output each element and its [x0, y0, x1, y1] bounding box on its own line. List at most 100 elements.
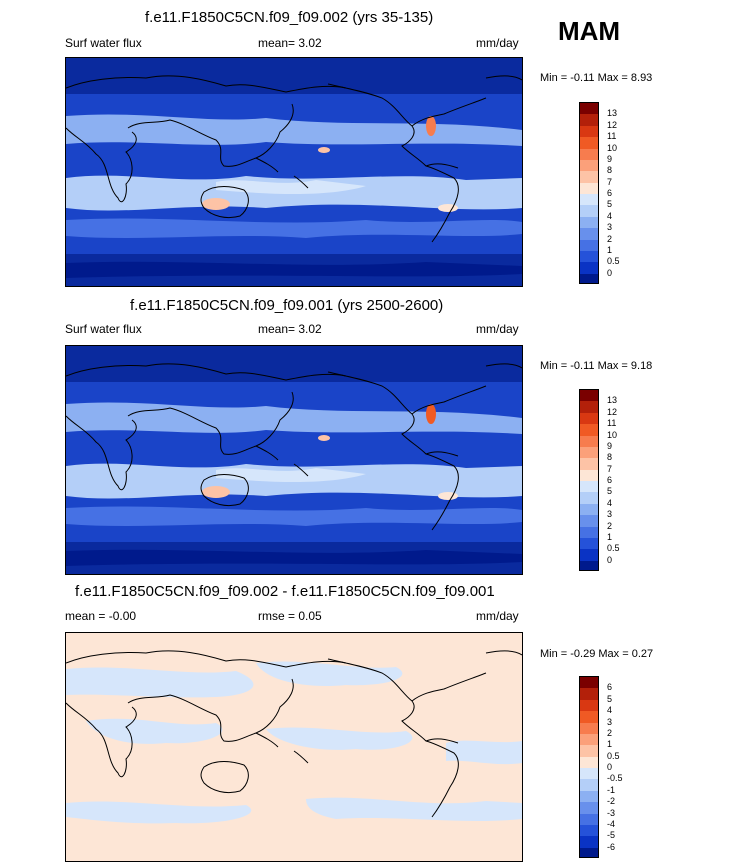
map-warm-spot-gulfstream: [426, 116, 436, 136]
colorbar-segment: [580, 756, 598, 769]
colorbar-segment: [580, 481, 598, 493]
colorbar-segment: [580, 125, 598, 138]
colorbar-segment: [580, 194, 598, 206]
colorbar-segment: [580, 216, 598, 229]
panel-1-colorbar-segments: [579, 102, 599, 284]
colorbar-segment: [580, 412, 598, 425]
colorbar-tick-label: -1: [607, 784, 616, 795]
map-coastlines: [66, 650, 522, 818]
colorbar-tick-label: 3: [607, 509, 613, 520]
map-south-band: [66, 218, 522, 238]
map-warm-spot-hawaii: [318, 435, 330, 441]
colorbar-tick-label: 5: [607, 486, 613, 497]
map-warm-spot-australia: [202, 486, 230, 498]
colorbar-segment: [580, 458, 598, 471]
colorbar-tick-label: 0: [607, 554, 613, 565]
colorbar-tick-label: 9: [607, 153, 613, 164]
panel-2-minmax-label: Min = -0.11 Max = 9.18: [540, 360, 653, 372]
colorbar-segment: [580, 790, 598, 803]
colorbar-tick-label: 4: [607, 705, 613, 716]
colorbar-segment: [580, 182, 598, 195]
panel-3-rmse-label: rmse = 0.05: [258, 609, 322, 623]
colorbar-tick-label: 1: [607, 531, 613, 542]
colorbar-segment: [580, 273, 598, 283]
colorbar-tick-label: 12: [607, 119, 618, 130]
colorbar-tick-label: 8: [607, 452, 613, 463]
panel-2-mean-label: mean= 3.02: [258, 322, 322, 336]
panel-3-colorbar-segments: [579, 676, 599, 858]
colorbar-segment: [580, 228, 598, 240]
colorbar-tick-label: -5: [607, 830, 616, 841]
colorbar-tick-label: 2: [607, 233, 613, 244]
colorbar-tick-label: 1: [607, 739, 613, 750]
colorbar-tick-label: 5: [607, 199, 613, 210]
colorbar-segment: [580, 503, 598, 516]
panel-3-title: f.e11.F1850C5CN.f09_f09.002 - f.e11.F185…: [75, 583, 495, 600]
panel-1-title: f.e11.F1850C5CN.f09_f09.002 (yrs 35-135): [145, 9, 434, 26]
colorbar-tick-label: 4: [607, 210, 613, 221]
colorbar-tick-label: 13: [607, 395, 618, 406]
panel-1-map: [65, 57, 523, 287]
colorbar-segment: [580, 103, 598, 115]
colorbar-tick-label: 10: [607, 142, 618, 153]
map-diff-neg-patch-7: [446, 740, 522, 765]
map-ocean-base: [66, 58, 522, 286]
colorbar-tick-label: 2: [607, 520, 613, 531]
panel-1-minmax-label: Min = -0.11 Max = 8.93: [540, 72, 653, 84]
panel-3-units-label: mm/day: [476, 609, 519, 623]
colorbar-segment: [580, 114, 598, 127]
colorbar-segment: [580, 711, 598, 723]
colorbar-segment: [580, 171, 598, 184]
colorbar-segment: [580, 446, 598, 459]
map-warm-spot-southamerica: [438, 492, 458, 500]
colorbar-segment: [580, 699, 598, 712]
map-diff-neg-patch-5: [66, 801, 252, 824]
colorbar-segment: [580, 813, 598, 826]
colorbar-tick-label: 5: [607, 693, 613, 704]
map-polar-north: [66, 346, 522, 382]
colorbar-tick-label: 3: [607, 222, 613, 233]
map-antarctic-band: [66, 549, 522, 566]
map-itcz-core: [216, 468, 366, 482]
map-south-band: [66, 506, 522, 526]
colorbar-tick-label: -0.5: [607, 773, 623, 784]
map-coastlines: [66, 75, 522, 243]
colorbar-segment: [580, 250, 598, 263]
colorbar-segment: [580, 469, 598, 482]
colorbar-segment: [580, 722, 598, 735]
colorbar-tick-label: 0.5: [607, 543, 620, 554]
colorbar-tick-label: 11: [607, 418, 617, 429]
colorbar-tick-label: -2: [607, 796, 616, 807]
colorbar-tick-label: -6: [607, 841, 616, 852]
colorbar-segment: [580, 526, 598, 539]
map-diff-neg-patch-6: [306, 797, 522, 821]
colorbar-tick-label: 1: [607, 244, 613, 255]
colorbar-segment: [580, 262, 598, 275]
colorbar-segment: [580, 205, 598, 218]
panel-2-units-label: mm/day: [476, 322, 519, 336]
colorbar-segment: [580, 515, 598, 527]
colorbar-tick-label: 12: [607, 406, 618, 417]
colorbar-tick-label: 0: [607, 267, 613, 278]
colorbar-segment: [580, 836, 598, 849]
colorbar-segment: [580, 239, 598, 252]
colorbar-tick-label: 10: [607, 429, 618, 440]
colorbar-tick-label: 13: [607, 108, 618, 119]
colorbar-segment: [580, 688, 598, 701]
colorbar-segment: [580, 560, 598, 570]
colorbar-tick-label: 6: [607, 475, 613, 485]
map-diff-neg-patch-3: [86, 718, 223, 744]
colorbar-tick-label: 0: [607, 762, 613, 772]
map-north-band: [66, 114, 522, 146]
colorbar-tick-label: 0.5: [607, 750, 620, 761]
panel-3-minmax-label: Min = -0.29 Max = 0.27: [540, 648, 654, 660]
panel-3-mean-label: mean = -0.00: [65, 609, 137, 623]
colorbar-tick-label: 6: [607, 682, 613, 693]
panel-3-colorbar: 6 5 4 3 2 1 0.5 0 -0.5 -1 -2 -3 -4 -5 -6: [579, 676, 659, 858]
panel-3-map: [65, 632, 523, 862]
map-north-band: [66, 402, 522, 434]
colorbar-tick-label: -4: [607, 818, 616, 829]
panel-1-colorbar: 13 12 11 10 9 8 7 6 5 4 3 2 1 0.5 0: [579, 102, 659, 284]
colorbar-tick-label: 11: [607, 131, 617, 142]
map-warm-spot-australia: [202, 198, 230, 210]
